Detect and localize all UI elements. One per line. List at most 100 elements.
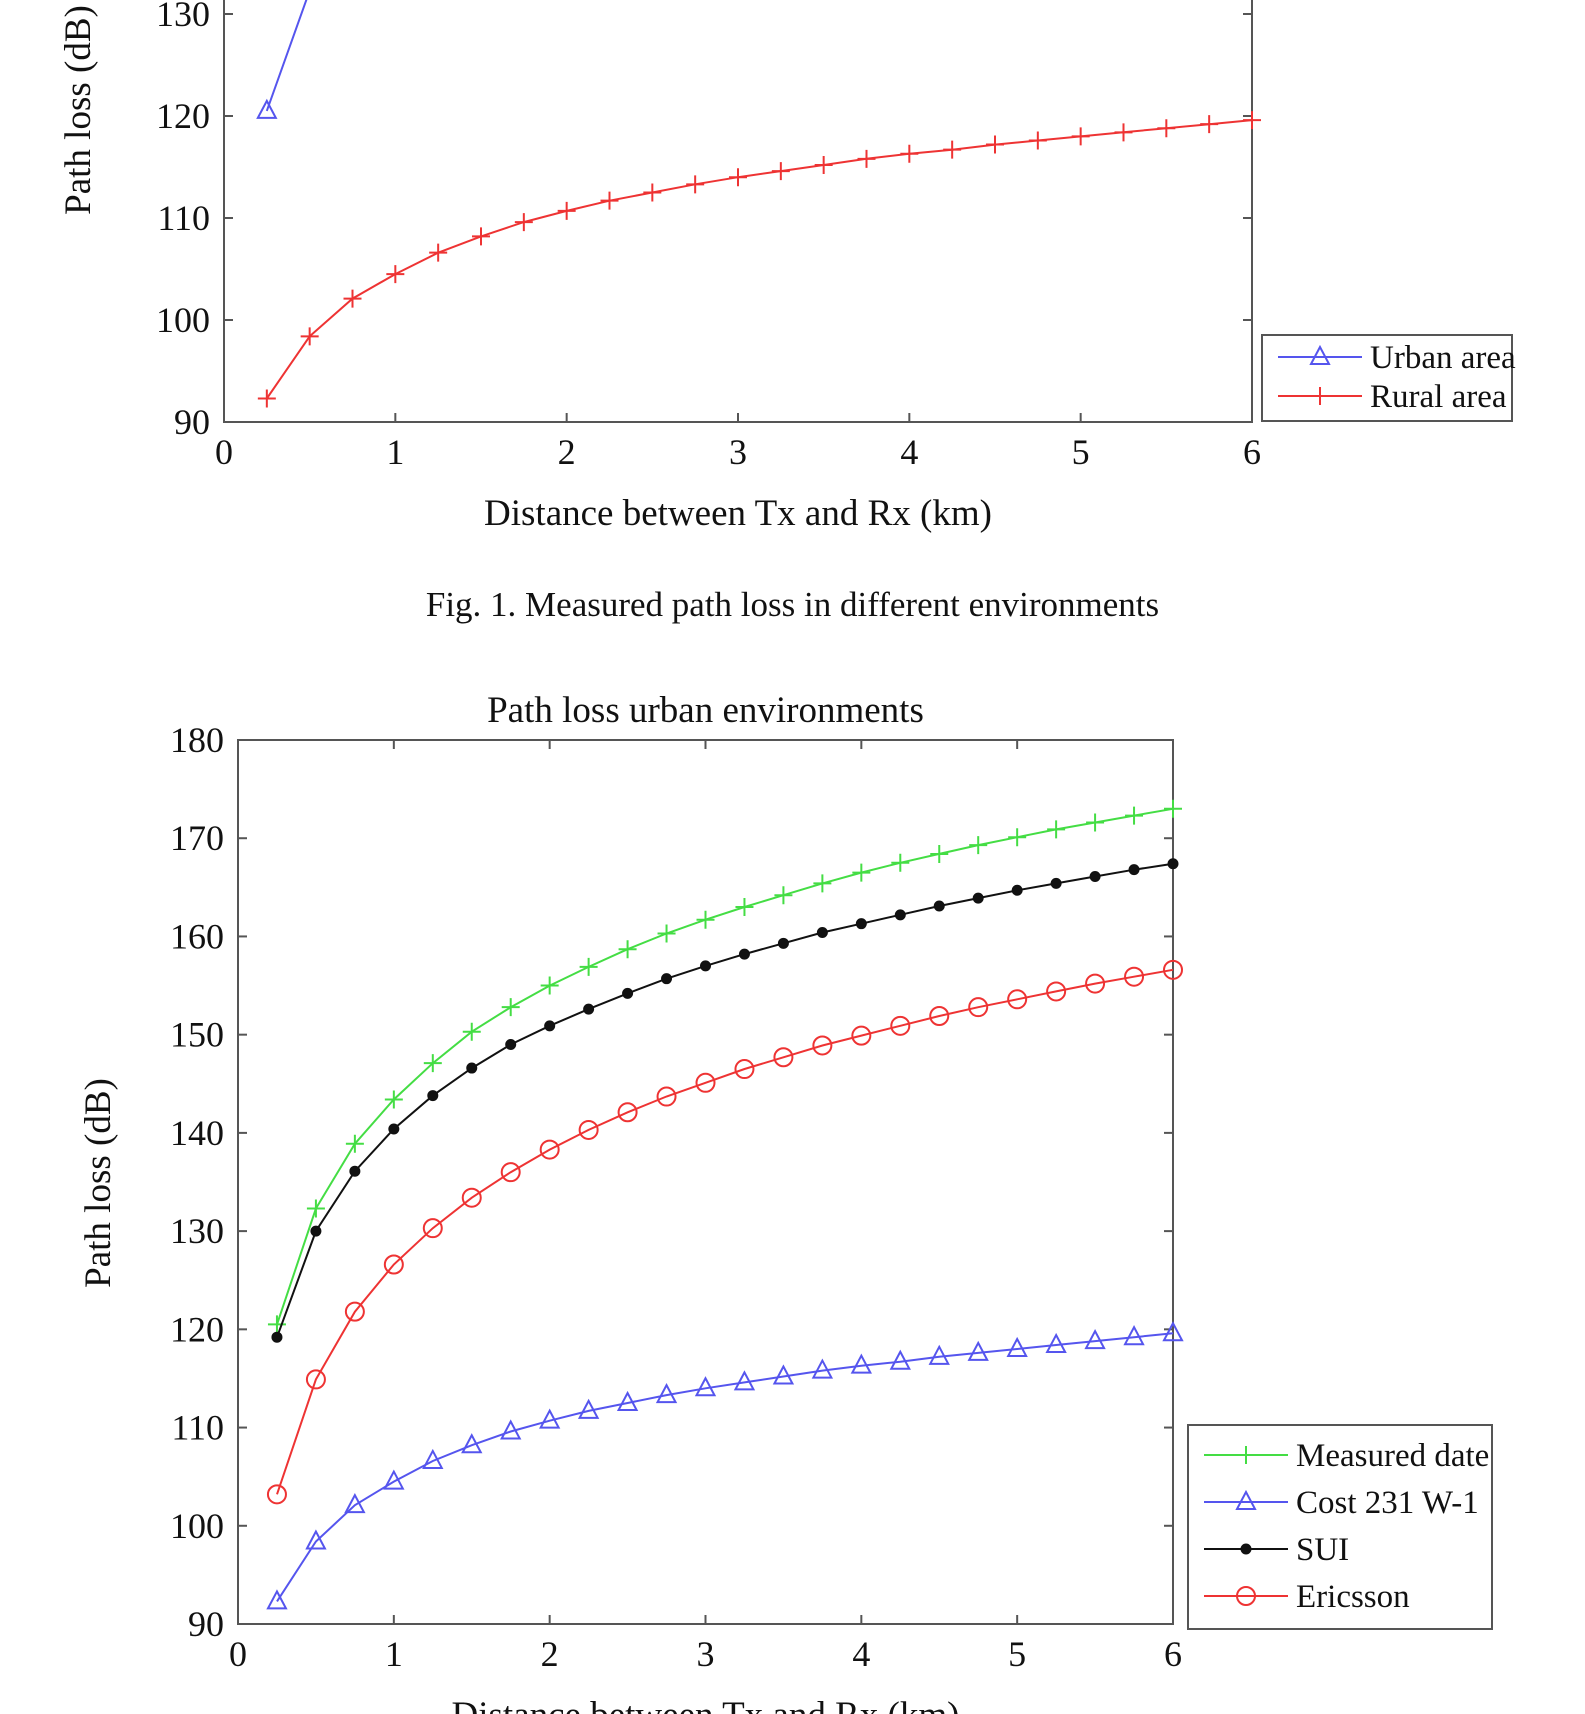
y-tick-label: 130 <box>170 1211 224 1251</box>
y-axis-label: Path loss (dB) <box>58 5 99 215</box>
series-urban-area <box>256 0 308 119</box>
data-point-ericsson <box>656 1086 677 1107</box>
data-point-sui <box>544 1020 556 1032</box>
data-point-measured-date <box>306 1199 325 1218</box>
data-point-urban-area <box>256 98 278 119</box>
data-point-sui <box>933 900 945 912</box>
data-point-ericsson <box>812 1035 833 1056</box>
legend-label: Rural area <box>1370 379 1507 415</box>
data-point-cost-231-w-1 <box>733 1370 756 1391</box>
data-point-ericsson <box>617 1102 638 1123</box>
legend-entry-measured-date: Measured date <box>1204 1438 1489 1474</box>
chart-2: 0 1 2 3 4 5 6 90 100 110 120 130 140 150 160 170 180 Dist… <box>78 690 1493 1714</box>
legend-label: Urban area <box>1370 340 1516 376</box>
plot-frame <box>223 0 1253 423</box>
data-point-cost-231-w-1 <box>694 1376 717 1397</box>
y-tick-label: 150 <box>170 1015 224 1055</box>
x-tick-label: 1 <box>385 1634 403 1674</box>
data-point-measured-date <box>345 1134 364 1153</box>
data-point-sui <box>583 1003 595 1015</box>
data-point-rural-area <box>986 135 1004 154</box>
data-point-measured-date <box>540 976 559 995</box>
data-point-ericsson <box>773 1047 794 1068</box>
data-point-cost-231-w-1 <box>928 1344 950 1365</box>
data-point-ericsson <box>344 1301 365 1322</box>
data-point-measured-date <box>1008 828 1027 847</box>
data-point-cost-231-w-1 <box>539 1408 561 1429</box>
x-tick-label: 3 <box>697 1634 715 1674</box>
data-point-measured-date <box>384 1090 403 1109</box>
data-point-sui <box>349 1165 361 1177</box>
series-measured-date <box>267 799 1182 1334</box>
data-point-cost-231-w-1 <box>500 1419 522 1440</box>
y-tick-label: 170 <box>170 818 224 858</box>
data-point-measured-date <box>1047 820 1066 839</box>
series-sui <box>271 858 1179 1343</box>
legend-marker <box>1309 344 1331 365</box>
data-point-measured-date <box>579 957 598 976</box>
data-point-rural-area <box>514 213 533 232</box>
y-tick-label: 120 <box>156 96 210 136</box>
data-point-sui <box>622 987 634 999</box>
data-point-rural-area <box>257 389 276 408</box>
legend-box <box>1261 334 1513 422</box>
data-point-rural-area <box>386 265 405 284</box>
data-point-cost-231-w-1 <box>577 1398 600 1419</box>
x-tick-label: 2 <box>541 1634 559 1674</box>
series-line-cost-231-w-1 <box>276 1332 1174 1602</box>
legend-entry-sui: SUI <box>1204 1532 1349 1568</box>
series-cost-231-w-1 <box>266 1321 1184 1610</box>
data-point-measured-date <box>1086 813 1105 832</box>
legend-marker <box>1240 1543 1252 1555</box>
data-point-rural-area <box>1028 131 1047 150</box>
data-point-cost-231-w-1 <box>811 1358 834 1379</box>
data-point-cost-231-w-1 <box>616 1390 639 1411</box>
x-axis-label: Distance between Tx and Rx (km) <box>484 493 992 534</box>
data-point-cost-231-w-1 <box>850 1353 872 1374</box>
data-point-measured-date <box>423 1054 442 1073</box>
data-point-measured-date <box>852 863 871 882</box>
data-point-measured-date <box>813 874 832 893</box>
data-point-rural-area <box>814 155 833 174</box>
x-tick-label: 5 <box>1008 1634 1026 1674</box>
x-axis-label: Distance between Tx and Rx (km) <box>452 1695 960 1714</box>
data-point-ericsson <box>422 1218 443 1239</box>
data-point-ericsson <box>890 1015 911 1036</box>
x-tick-label: 6 <box>1164 1634 1182 1674</box>
series-line-ericsson <box>276 968 1174 1495</box>
data-point-sui <box>427 1090 439 1102</box>
data-point-sui <box>700 960 711 972</box>
data-point-rural-area <box>343 289 362 308</box>
data-point-cost-231-w-1 <box>383 1469 405 1490</box>
y-tick-label: 110 <box>157 198 210 238</box>
data-point-measured-date <box>618 940 637 959</box>
legend-entry-cost-231-w-1: Cost 231 W-1 <box>1204 1485 1479 1521</box>
legend-entry-urban-area: Urban area <box>1278 340 1516 376</box>
series-line-urban-area <box>265 0 308 112</box>
data-point-measured-date <box>891 853 910 872</box>
data-point-measured-date <box>735 897 754 916</box>
data-point-sui <box>466 1062 478 1074</box>
data-point-rural-area <box>771 162 790 181</box>
data-point-ericsson <box>539 1139 560 1160</box>
data-point-cost-231-w-1 <box>461 1433 483 1454</box>
chart-title: Path loss urban environments <box>487 690 924 731</box>
data-point-rural-area <box>472 227 490 246</box>
y-tick-label: 130 <box>156 0 210 34</box>
data-point-sui <box>271 1331 283 1343</box>
data-point-ericsson <box>1046 981 1067 1002</box>
x-tick-label: 4 <box>852 1634 870 1674</box>
legend-entry-ericsson: Ericsson <box>1204 1579 1410 1615</box>
data-point-ericsson <box>1163 959 1183 980</box>
series-rural-area <box>257 111 1261 408</box>
data-point-sui <box>777 937 789 949</box>
data-point-ericsson <box>929 1006 950 1027</box>
data-point-ericsson <box>383 1254 404 1275</box>
plot-area <box>256 0 1261 408</box>
plot-area <box>266 799 1184 1610</box>
x-tick-label: 2 <box>558 432 576 472</box>
data-point-ericsson <box>1007 989 1028 1010</box>
data-point-measured-date <box>930 844 949 863</box>
y-tick-label: 90 <box>188 1604 224 1644</box>
data-point-cost-231-w-1 <box>1162 1321 1184 1342</box>
